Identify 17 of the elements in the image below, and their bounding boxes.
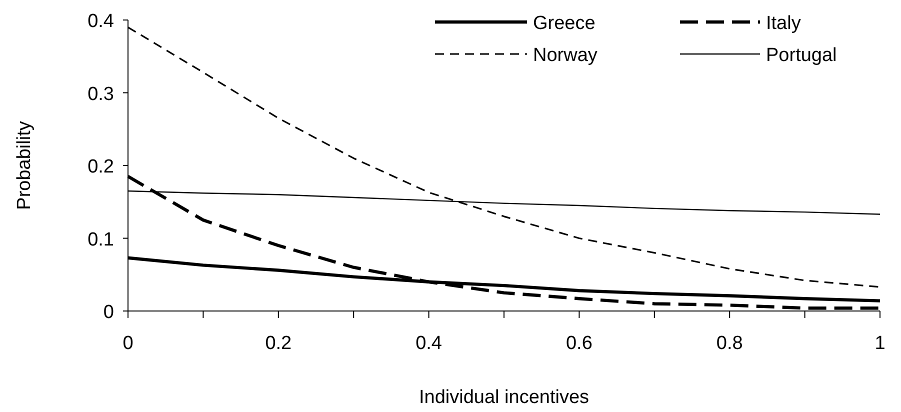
- x-tick-label: 0.4: [416, 333, 442, 354]
- legend-label: Portugal: [766, 45, 837, 66]
- x-tick-label: 0: [122, 333, 134, 354]
- legend-label: Greece: [533, 13, 596, 34]
- x-axis-title: Individual incentives: [418, 387, 590, 408]
- y-axis-title: Probability: [14, 120, 35, 210]
- y-tick-label: 0.4: [88, 11, 114, 32]
- x-tick-label: 0.2: [265, 333, 292, 354]
- y-tick-label: 0.1: [88, 229, 114, 250]
- x-tick-label: 0.8: [716, 333, 743, 354]
- y-tick-label: 0: [103, 302, 114, 323]
- x-tick-label: 0.6: [566, 333, 592, 354]
- x-tick-label: 1: [874, 333, 886, 354]
- y-tick-label: 0.3: [88, 84, 114, 105]
- y-tick-label: 0.2: [88, 156, 114, 178]
- legend-label: Italy: [766, 13, 802, 34]
- legend-label: Norway: [533, 45, 598, 66]
